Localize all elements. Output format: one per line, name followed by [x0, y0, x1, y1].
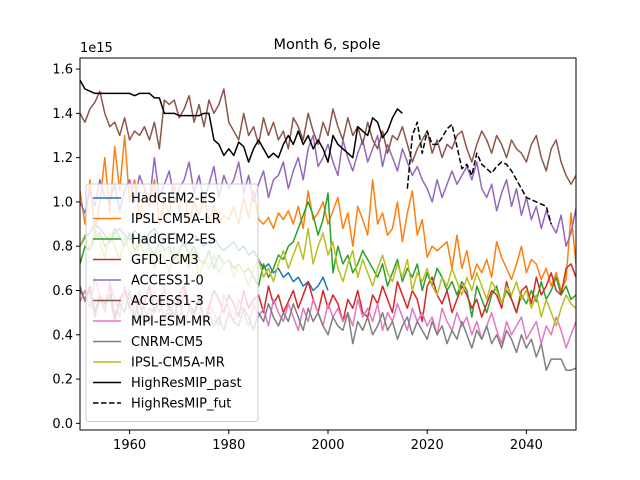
y-tick-label: 1.4: [52, 107, 73, 122]
x-tick-label: 1960: [113, 438, 146, 453]
legend-box: [85, 183, 259, 422]
y-axis-offset-label: 1e15: [80, 41, 113, 56]
y-tick-label: 0.0: [52, 417, 73, 432]
legend-label: ACCESS1-0: [131, 274, 204, 289]
chart-title: Month 6, spole: [273, 37, 380, 53]
legend-label: HighResMIP_fut: [131, 397, 231, 412]
y-tick-label: 1.6: [52, 63, 73, 78]
y-tick-label: 0.2: [52, 373, 73, 388]
legend-label: IPSL-CM5A-LR: [131, 212, 221, 227]
legend-label: MPI-ESM-MR: [131, 315, 211, 330]
x-tick-label: 2040: [510, 438, 543, 453]
legend-label: HighResMIP_past: [131, 376, 242, 391]
series-line-highresmip-past-9: [80, 79, 403, 163]
legend-label: CNRM-CM5: [131, 335, 203, 350]
x-tick-label: 1980: [212, 438, 245, 453]
y-tick-label: 1.0: [52, 195, 73, 210]
series-line-access1-3-5: [80, 88, 576, 185]
y-tick-label: 0.6: [52, 284, 73, 299]
legend-label: GFDL-CM3: [131, 253, 199, 268]
x-tick-label: 2000: [311, 438, 344, 453]
series-line-highresmip-fut-10: [406, 121, 552, 225]
legend-label: IPSL-CM5A-MR: [131, 356, 225, 371]
legend-label: HadGEM2-ES: [131, 192, 216, 207]
x-tick-label: 2020: [411, 438, 444, 453]
legend-label: HadGEM2-ES: [131, 233, 216, 248]
y-tick-label: 0.4: [52, 328, 73, 343]
x-axis: 1960 1980 2000 2020 2040: [113, 430, 543, 453]
y-tick-label: 1.2: [52, 151, 73, 166]
legend: HadGEM2-ES IPSL-CM5A-LR HadGEM2-ES GFDL-CM3…: [85, 183, 259, 422]
legend-label: ACCESS1-3: [131, 294, 204, 309]
y-tick-label: 0.8: [52, 240, 73, 255]
y-axis: 0.0 0.2 0.4 0.6 0.8 1.0 1.2 1.4 1.6: [52, 63, 80, 432]
